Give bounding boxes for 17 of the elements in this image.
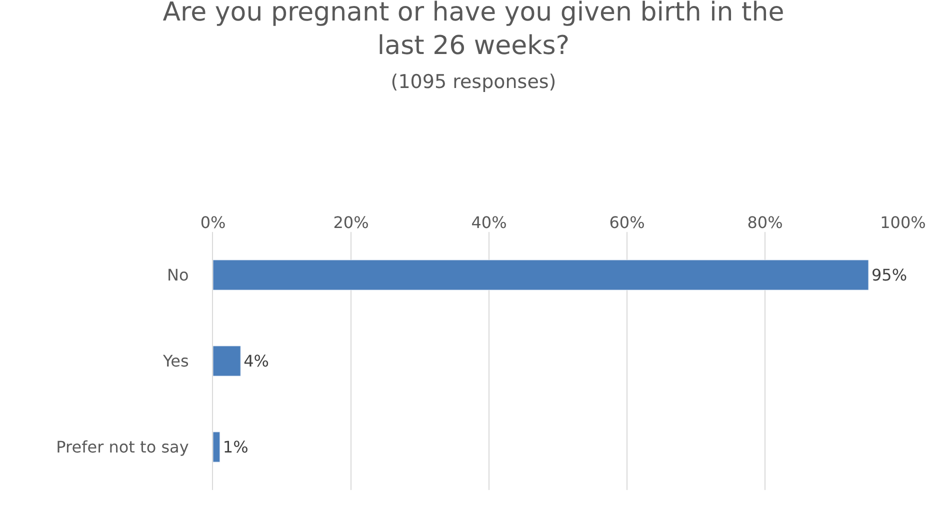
x-tick-label: 60%	[609, 212, 645, 232]
y-tick-label: Prefer not to say	[56, 438, 189, 457]
data-label: 4%	[244, 352, 269, 370]
chart-subtitle: (1095 responses)	[390, 71, 556, 93]
data-label: 1%	[222, 438, 248, 456]
x-tick-label: 20%	[333, 212, 369, 232]
bar	[213, 432, 220, 462]
y-tick-label: Yes	[162, 352, 189, 371]
y-tick-label: No	[167, 266, 189, 285]
x-tick-label: 80%	[747, 212, 783, 232]
x-tick-label: 100%	[880, 212, 926, 232]
x-tick-label: 0%	[200, 212, 226, 232]
bar	[213, 346, 241, 376]
chart-title: Are you pregnant or have you given birth in the last 26 weeks?	[162, 0, 784, 62]
bar	[213, 260, 869, 290]
data-label: 95%	[872, 266, 908, 284]
x-tick-label: 40%	[471, 212, 507, 232]
